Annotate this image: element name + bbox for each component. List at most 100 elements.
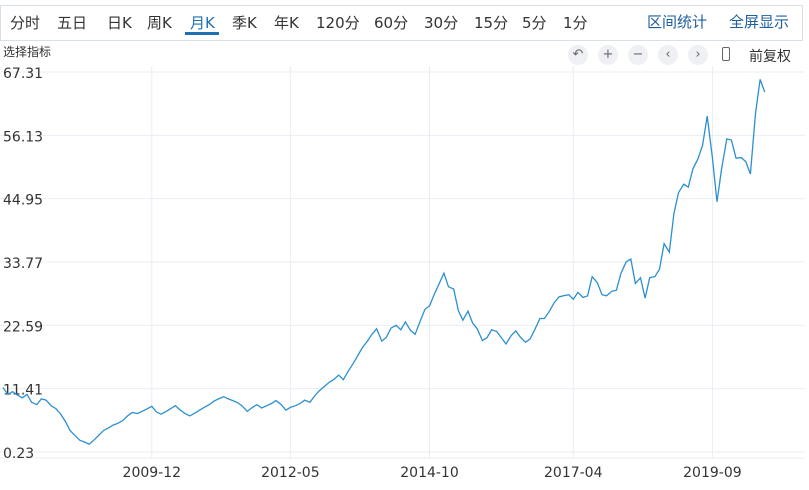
x-axis-labels: 2009-12 2012-05 2014-10 2017-04 2019-09	[123, 465, 742, 481]
price-point	[198, 409, 201, 412]
price-point	[116, 422, 119, 425]
y-tick-label: 56.13	[3, 129, 43, 145]
price-point	[323, 385, 326, 388]
price-point	[519, 336, 522, 339]
tab-7[interactable]: 120分	[316, 14, 360, 32]
tab-3[interactable]: 周K	[147, 14, 172, 32]
price-point	[78, 439, 81, 442]
price-point	[467, 310, 470, 313]
tab-12[interactable]: 1分	[563, 14, 588, 32]
price-point	[270, 402, 273, 405]
tab-0[interactable]: 分时	[10, 14, 41, 32]
price-point	[625, 260, 628, 263]
price-point	[572, 298, 575, 301]
tab-11[interactable]: 5分	[522, 14, 547, 32]
price-point	[553, 301, 556, 304]
price-point	[409, 329, 412, 332]
price-point	[97, 434, 100, 437]
price-point	[691, 167, 694, 170]
price-point	[256, 403, 259, 406]
price-point	[716, 200, 719, 203]
chevron-left-icon[interactable]: ‹	[658, 45, 678, 65]
price-point	[284, 409, 287, 412]
price-point	[510, 334, 513, 337]
price-point	[237, 401, 240, 404]
price-point	[548, 310, 551, 313]
price-point	[725, 137, 728, 140]
price-point	[644, 297, 647, 300]
price-point	[35, 403, 38, 406]
price-point	[165, 410, 168, 413]
price-point	[126, 414, 129, 417]
price-point	[280, 403, 283, 406]
range-stats-button[interactable]: 区间统计	[647, 13, 708, 31]
chevron-right-icon[interactable]: ›	[688, 45, 708, 65]
tab-10[interactable]: 15分	[474, 14, 509, 32]
x-tick-label: 2019-09	[683, 465, 742, 481]
price-point	[169, 407, 172, 410]
y-tick-label: 22.59	[3, 319, 43, 335]
price-point	[500, 336, 503, 339]
zoom-in-icon[interactable]: +	[598, 45, 618, 65]
price-point	[1, 386, 4, 389]
price-point	[461, 319, 464, 322]
price-point	[763, 90, 766, 93]
chart-grid	[0, 66, 805, 459]
price-point	[7, 393, 10, 396]
tab-5[interactable]: 季K	[232, 14, 257, 32]
price-point	[754, 112, 757, 115]
tab-2[interactable]: 日K	[107, 14, 132, 32]
price-line	[2, 79, 766, 445]
tab-6[interactable]: 年K	[274, 14, 299, 32]
tab-9[interactable]: 30分	[424, 14, 459, 32]
price-point	[395, 324, 398, 327]
price-point	[380, 340, 383, 343]
indicator-selector[interactable]: 选择指标	[3, 45, 52, 59]
y-tick-label: 67.31	[3, 66, 43, 82]
adjust-icon[interactable]	[722, 47, 730, 61]
price-point	[634, 282, 637, 285]
price-point	[730, 139, 733, 142]
price-point	[299, 402, 302, 405]
price-point	[93, 438, 96, 441]
price-point	[476, 327, 479, 330]
price-point	[486, 336, 489, 339]
price-point	[145, 408, 148, 411]
price-point	[562, 294, 565, 297]
fullscreen-button[interactable]: 全屏显示	[729, 13, 790, 31]
price-point	[639, 276, 642, 279]
price-point	[361, 346, 364, 349]
undo-icon[interactable]: ↶	[568, 45, 588, 65]
price-point	[687, 186, 690, 189]
tab-1[interactable]: 五日	[57, 14, 88, 32]
tab-4[interactable]: 月K	[190, 14, 215, 32]
price-point	[433, 293, 436, 296]
y-tick-label: 33.77	[3, 256, 43, 272]
price-point	[107, 426, 110, 429]
price-point	[203, 406, 206, 409]
price-point	[356, 354, 359, 357]
adjust-mode-label[interactable]: 前复权	[749, 49, 791, 65]
price-point	[586, 294, 589, 297]
price-point	[231, 399, 234, 402]
price-point	[701, 144, 704, 147]
price-point	[371, 333, 374, 336]
price-point	[69, 429, 72, 432]
price-point	[141, 410, 144, 413]
price-point	[495, 330, 498, 333]
price-point	[423, 308, 426, 311]
price-point	[174, 404, 177, 407]
price-point	[457, 309, 460, 312]
price-point	[514, 329, 517, 332]
tab-8[interactable]: 60分	[374, 14, 409, 32]
price-point	[610, 290, 613, 293]
price-point	[744, 160, 747, 163]
price-point	[21, 396, 24, 399]
price-point	[591, 275, 594, 278]
zoom-out-icon[interactable]: −	[628, 45, 648, 65]
price-point	[50, 404, 53, 407]
price-point	[529, 337, 532, 340]
price-point	[131, 411, 134, 414]
price-point	[73, 434, 76, 437]
